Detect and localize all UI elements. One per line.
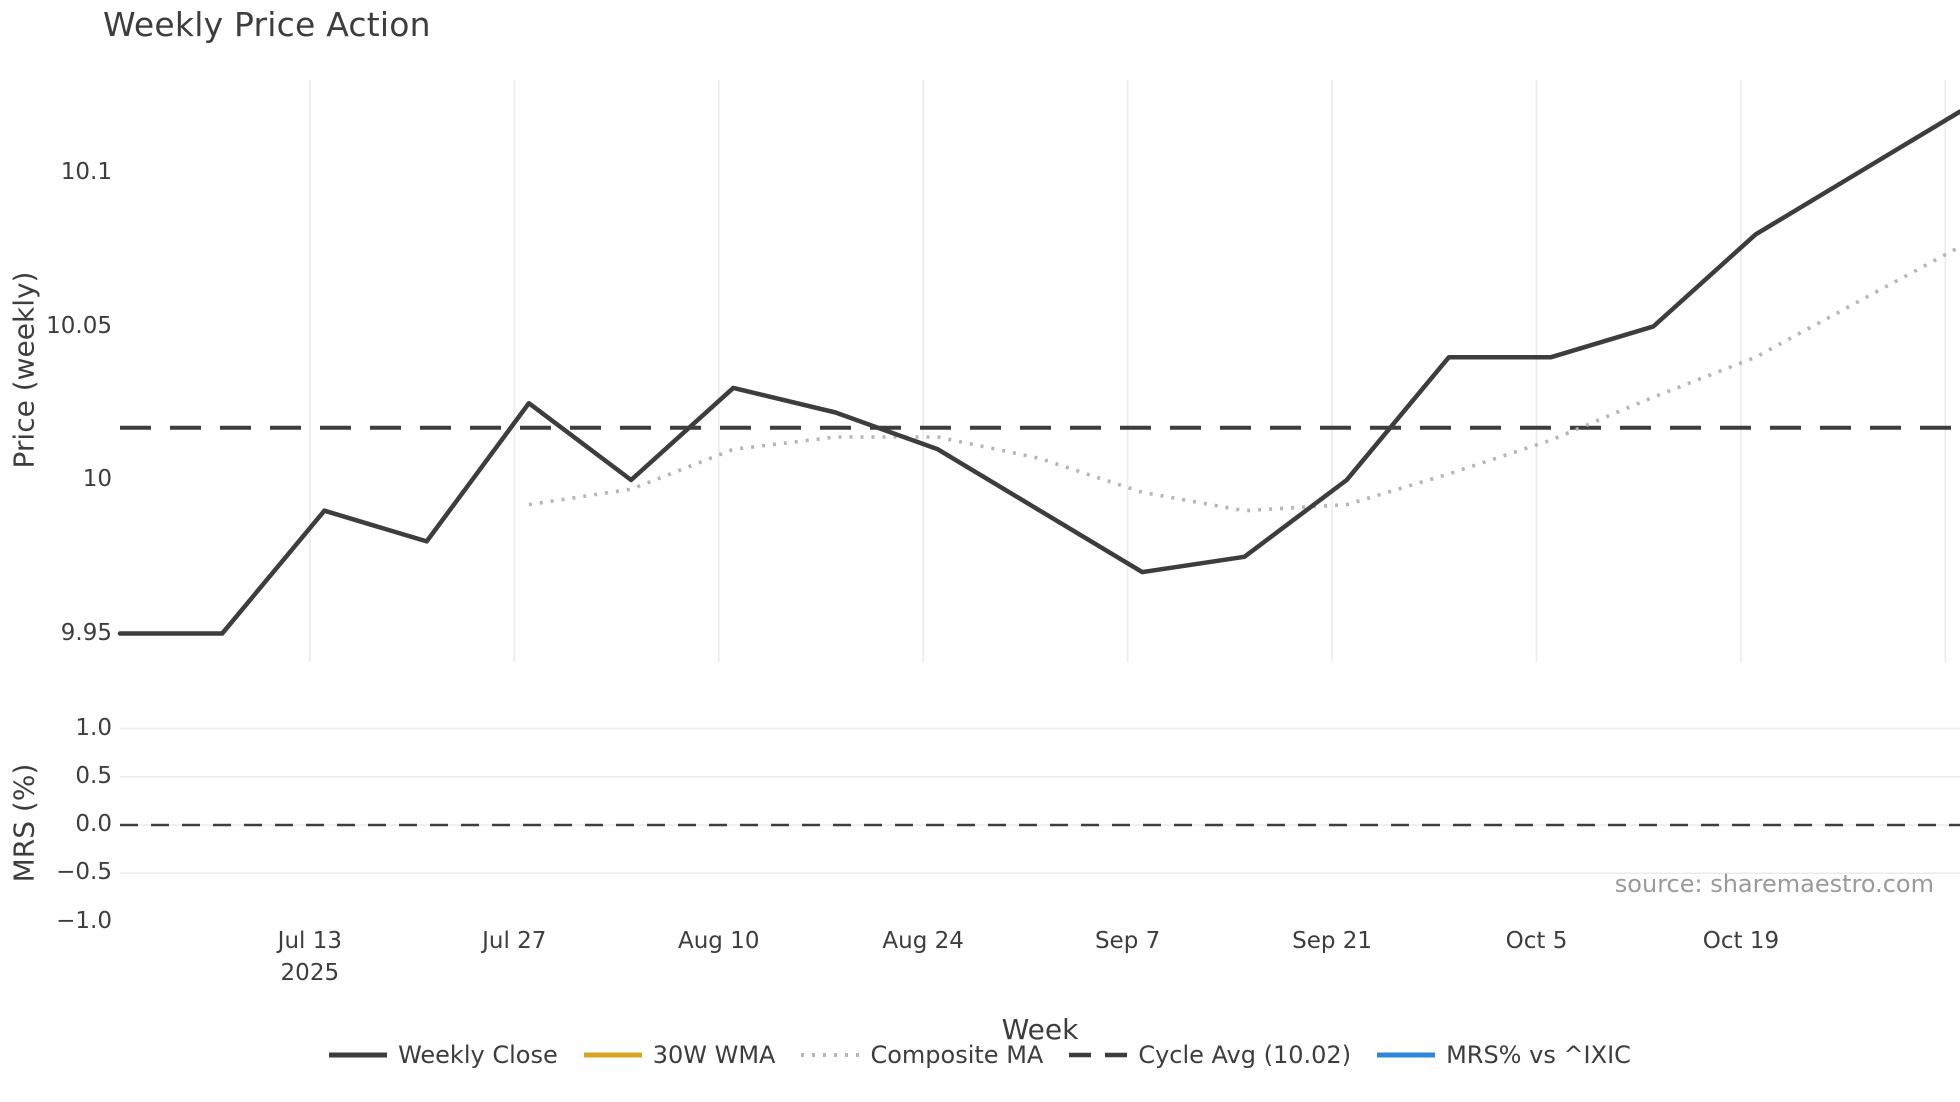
price-tick-label: 10	[82, 466, 112, 492]
legend-item: MRS% vs ^IXIC	[1377, 1041, 1631, 1069]
x-tick-label: Sep 21	[1292, 928, 1373, 954]
weekly-close-line	[117, 109, 1960, 636]
x-tick-label: Jul 13 2025	[277, 928, 342, 986]
legend-label: 30W WMA	[652, 1041, 776, 1069]
legend-item: Weekly Close	[329, 1041, 558, 1069]
legend-label: Cycle Avg (10.02)	[1138, 1041, 1352, 1069]
chart-legend: Weekly Close 30W WMA Composite MA Cycle Avg…	[0, 1041, 1960, 1069]
mrs-tick-label: 1.0	[75, 714, 112, 741]
price-tick-label: 9.95	[60, 619, 112, 646]
x-axis-label: Week	[1001, 1013, 1079, 1046]
legend-item: Cycle Avg (10.02)	[1069, 1041, 1351, 1069]
composite-ma-line	[528, 245, 1960, 513]
chart-title: Weekly Price Action	[103, 5, 431, 44]
price-tick-label: 10.1	[60, 159, 112, 185]
legend-swatch-dashed	[1069, 1052, 1128, 1058]
mrs-tick-label: −0.5	[56, 859, 112, 886]
x-tick-label: Sep 7	[1094, 928, 1161, 954]
legend-swatch-dotted	[801, 1053, 860, 1057]
legend-label: MRS% vs ^IXIC	[1446, 1041, 1631, 1069]
x-tick-label: Oct 5	[1505, 928, 1568, 954]
mrs-tick-label: −1.0	[56, 907, 112, 934]
legend-swatch-solid	[583, 1052, 642, 1058]
mrs-tick-label: 0.5	[75, 762, 112, 789]
mrs-tick-label: 0.0	[75, 811, 112, 837]
x-tick-label: Oct 19	[1702, 928, 1780, 954]
legend-swatch-solid	[329, 1052, 388, 1058]
x-tick-label: Jul 27	[482, 928, 547, 954]
source-note: source: sharemaestro.com	[1614, 870, 1934, 898]
legend-label: Composite MA	[870, 1041, 1044, 1069]
legend-swatch-solid	[1377, 1052, 1436, 1058]
price-tick-label: 10.05	[46, 312, 112, 339]
price-axis-label: Price (weekly)	[7, 271, 41, 469]
legend-item: 30W WMA	[583, 1041, 776, 1069]
x-tick-label: Aug 24	[882, 928, 964, 954]
legend-label: Weekly Close	[398, 1041, 558, 1069]
x-tick-label: Aug 10	[677, 928, 760, 954]
legend-item: Composite MA	[801, 1041, 1043, 1069]
